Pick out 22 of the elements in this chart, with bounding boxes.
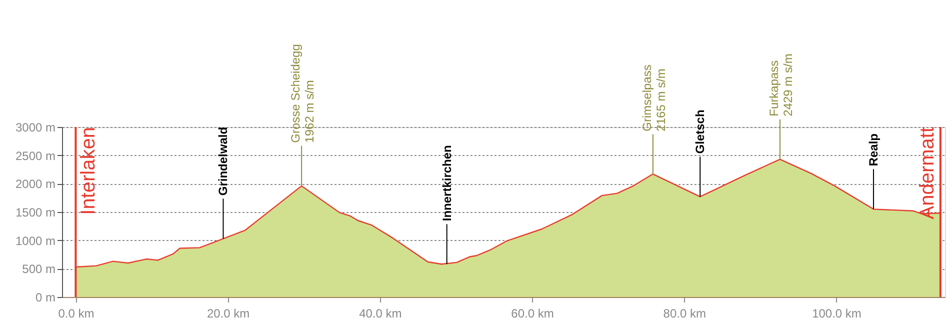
annotation: Furkapass 2429 m s/m (766, 54, 795, 116)
ref-line-label: Andermatt (916, 126, 938, 220)
x-tick-label: 20.0 km (206, 306, 250, 320)
annotation: Realp (866, 133, 881, 166)
x-tick-label: 100.0 km (812, 306, 862, 320)
annotation: Grindelwald (216, 126, 230, 196)
y-tick-label: 1000 m (15, 234, 56, 248)
y-tick-label: 0 m (35, 290, 56, 304)
x-tick-label: 40.0 km (359, 306, 402, 320)
ref-line-label: Interlaken (78, 127, 100, 215)
y-tick-label: 3000 m (15, 120, 56, 134)
annotation: Grimselpass 2165 m s/m (640, 64, 668, 132)
x-tick-label: 80.0 km (663, 306, 706, 320)
y-tick-label: 1500 m (15, 206, 56, 220)
y-tick-label: 500 m (22, 262, 56, 276)
annotation: Grosse Scheidegg 1962 m s/m (288, 44, 317, 143)
y-tick-label: 2000 m (15, 177, 56, 192)
y-tick-label: 2500 m (15, 148, 56, 163)
x-tick-label: 60.0 km (511, 306, 554, 320)
x-tick-label: 0.0 km (58, 306, 94, 320)
annotation: Innertkirchen (440, 145, 454, 222)
annotation: Gletsch (693, 110, 708, 154)
